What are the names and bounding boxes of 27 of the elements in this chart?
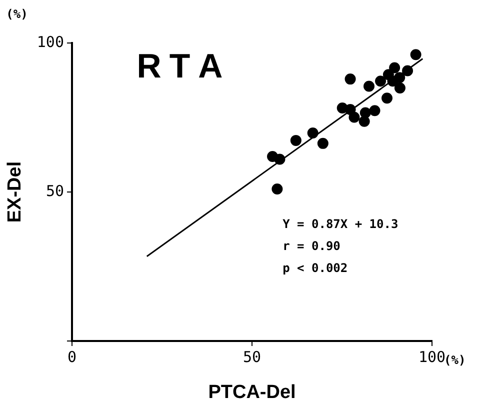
point — [290, 134, 302, 146]
point — [344, 74, 356, 85]
annotation: Y = 0.87X + 10.3 — [282, 216, 398, 231]
x-tick-label: 100 — [418, 348, 446, 366]
x-tick-label: 50 — [242, 348, 262, 366]
point — [402, 65, 414, 76]
point — [369, 105, 380, 116]
point — [272, 184, 283, 195]
point — [394, 72, 406, 84]
x-tick-label: 0 — [67, 348, 77, 366]
x-axis-title: PTCA-Del — [208, 382, 296, 403]
point — [382, 92, 392, 104]
annotation: p < 0.002 — [282, 260, 348, 275]
text: (%) — [6, 7, 28, 22]
point — [307, 127, 318, 138]
annotation: r = 0.90 — [282, 238, 340, 253]
point — [358, 116, 370, 127]
y-axis-title: EX-Del — [4, 161, 26, 223]
point — [274, 154, 286, 165]
point — [317, 138, 328, 149]
point — [394, 82, 406, 94]
point — [348, 112, 360, 123]
point — [364, 80, 374, 92]
point — [389, 62, 400, 74]
text: (%) — [444, 353, 466, 368]
point — [410, 49, 422, 60]
point — [375, 76, 386, 87]
